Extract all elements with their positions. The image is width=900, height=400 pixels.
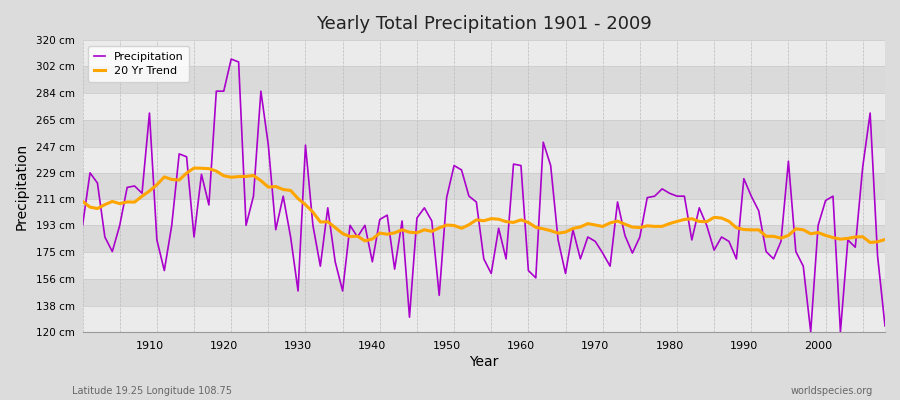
20 Yr Trend <box>137 194 148 199</box>
Line: Precipitation: Precipitation <box>83 59 885 332</box>
Text: Latitude 19.25 Longitude 108.75: Latitude 19.25 Longitude 108.75 <box>72 386 232 396</box>
Precipitation <box>523 268 534 273</box>
Legend: Precipitation, 20 Yr Trend: Precipitation, 20 Yr Trend <box>88 46 189 82</box>
X-axis label: Year: Year <box>469 355 499 369</box>
Bar <box>83 306 885 332</box>
Precipitation <box>77 223 88 228</box>
Line: 20 Yr Trend: 20 Yr Trend <box>83 168 885 242</box>
20 Yr Trend <box>516 218 526 222</box>
Precipitation <box>226 57 237 62</box>
20 Yr Trend <box>865 240 876 245</box>
Bar <box>83 225 885 252</box>
20 Yr Trend <box>879 237 890 242</box>
Precipitation <box>879 324 890 328</box>
20 Yr Trend <box>612 219 623 224</box>
Bar <box>83 279 885 306</box>
20 Yr Trend <box>352 234 363 238</box>
Title: Yearly Total Precipitation 1901 - 2009: Yearly Total Precipitation 1901 - 2009 <box>316 15 652 33</box>
20 Yr Trend <box>189 166 200 170</box>
Bar <box>83 146 885 173</box>
Bar <box>83 173 885 199</box>
20 Yr Trend <box>523 220 534 225</box>
Bar <box>83 40 885 66</box>
Bar <box>83 93 885 120</box>
Bar <box>83 66 885 93</box>
Precipitation <box>308 223 319 228</box>
Bar <box>83 252 885 279</box>
Precipitation <box>137 191 148 196</box>
20 Yr Trend <box>77 199 88 204</box>
Bar <box>83 199 885 225</box>
20 Yr Trend <box>308 210 319 214</box>
Bar <box>83 120 885 146</box>
Text: worldspecies.org: worldspecies.org <box>791 386 873 396</box>
Precipitation <box>806 330 816 334</box>
Y-axis label: Precipitation: Precipitation <box>15 142 29 230</box>
Precipitation <box>352 235 363 240</box>
Precipitation <box>516 163 526 168</box>
Precipitation <box>612 200 623 204</box>
